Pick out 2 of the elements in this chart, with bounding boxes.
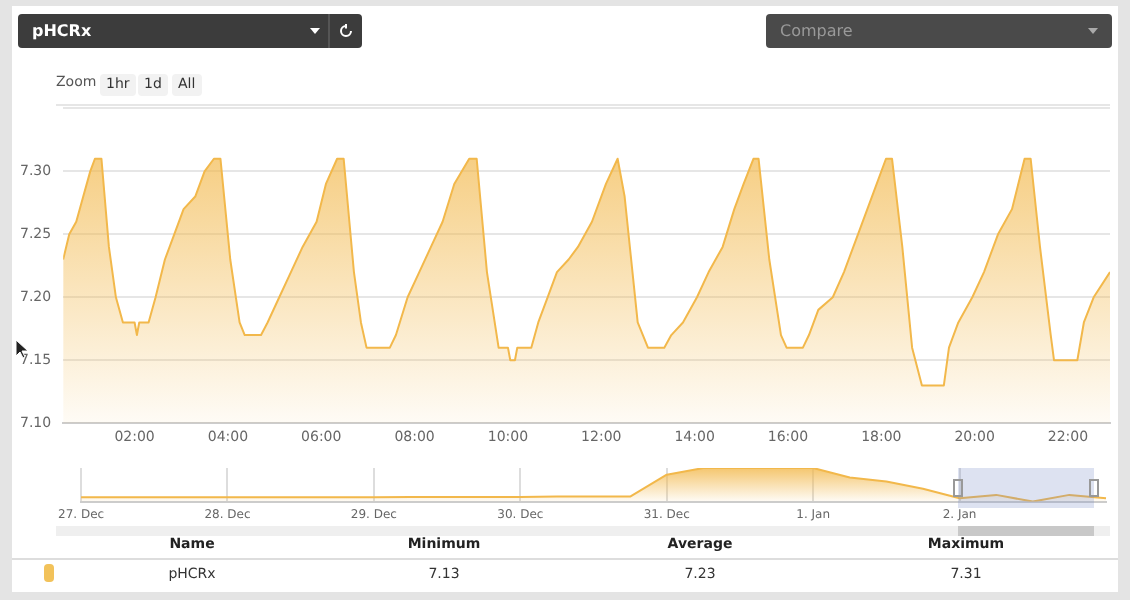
text: pHCRx: [32, 22, 92, 40]
text: Compare: [780, 22, 853, 40]
